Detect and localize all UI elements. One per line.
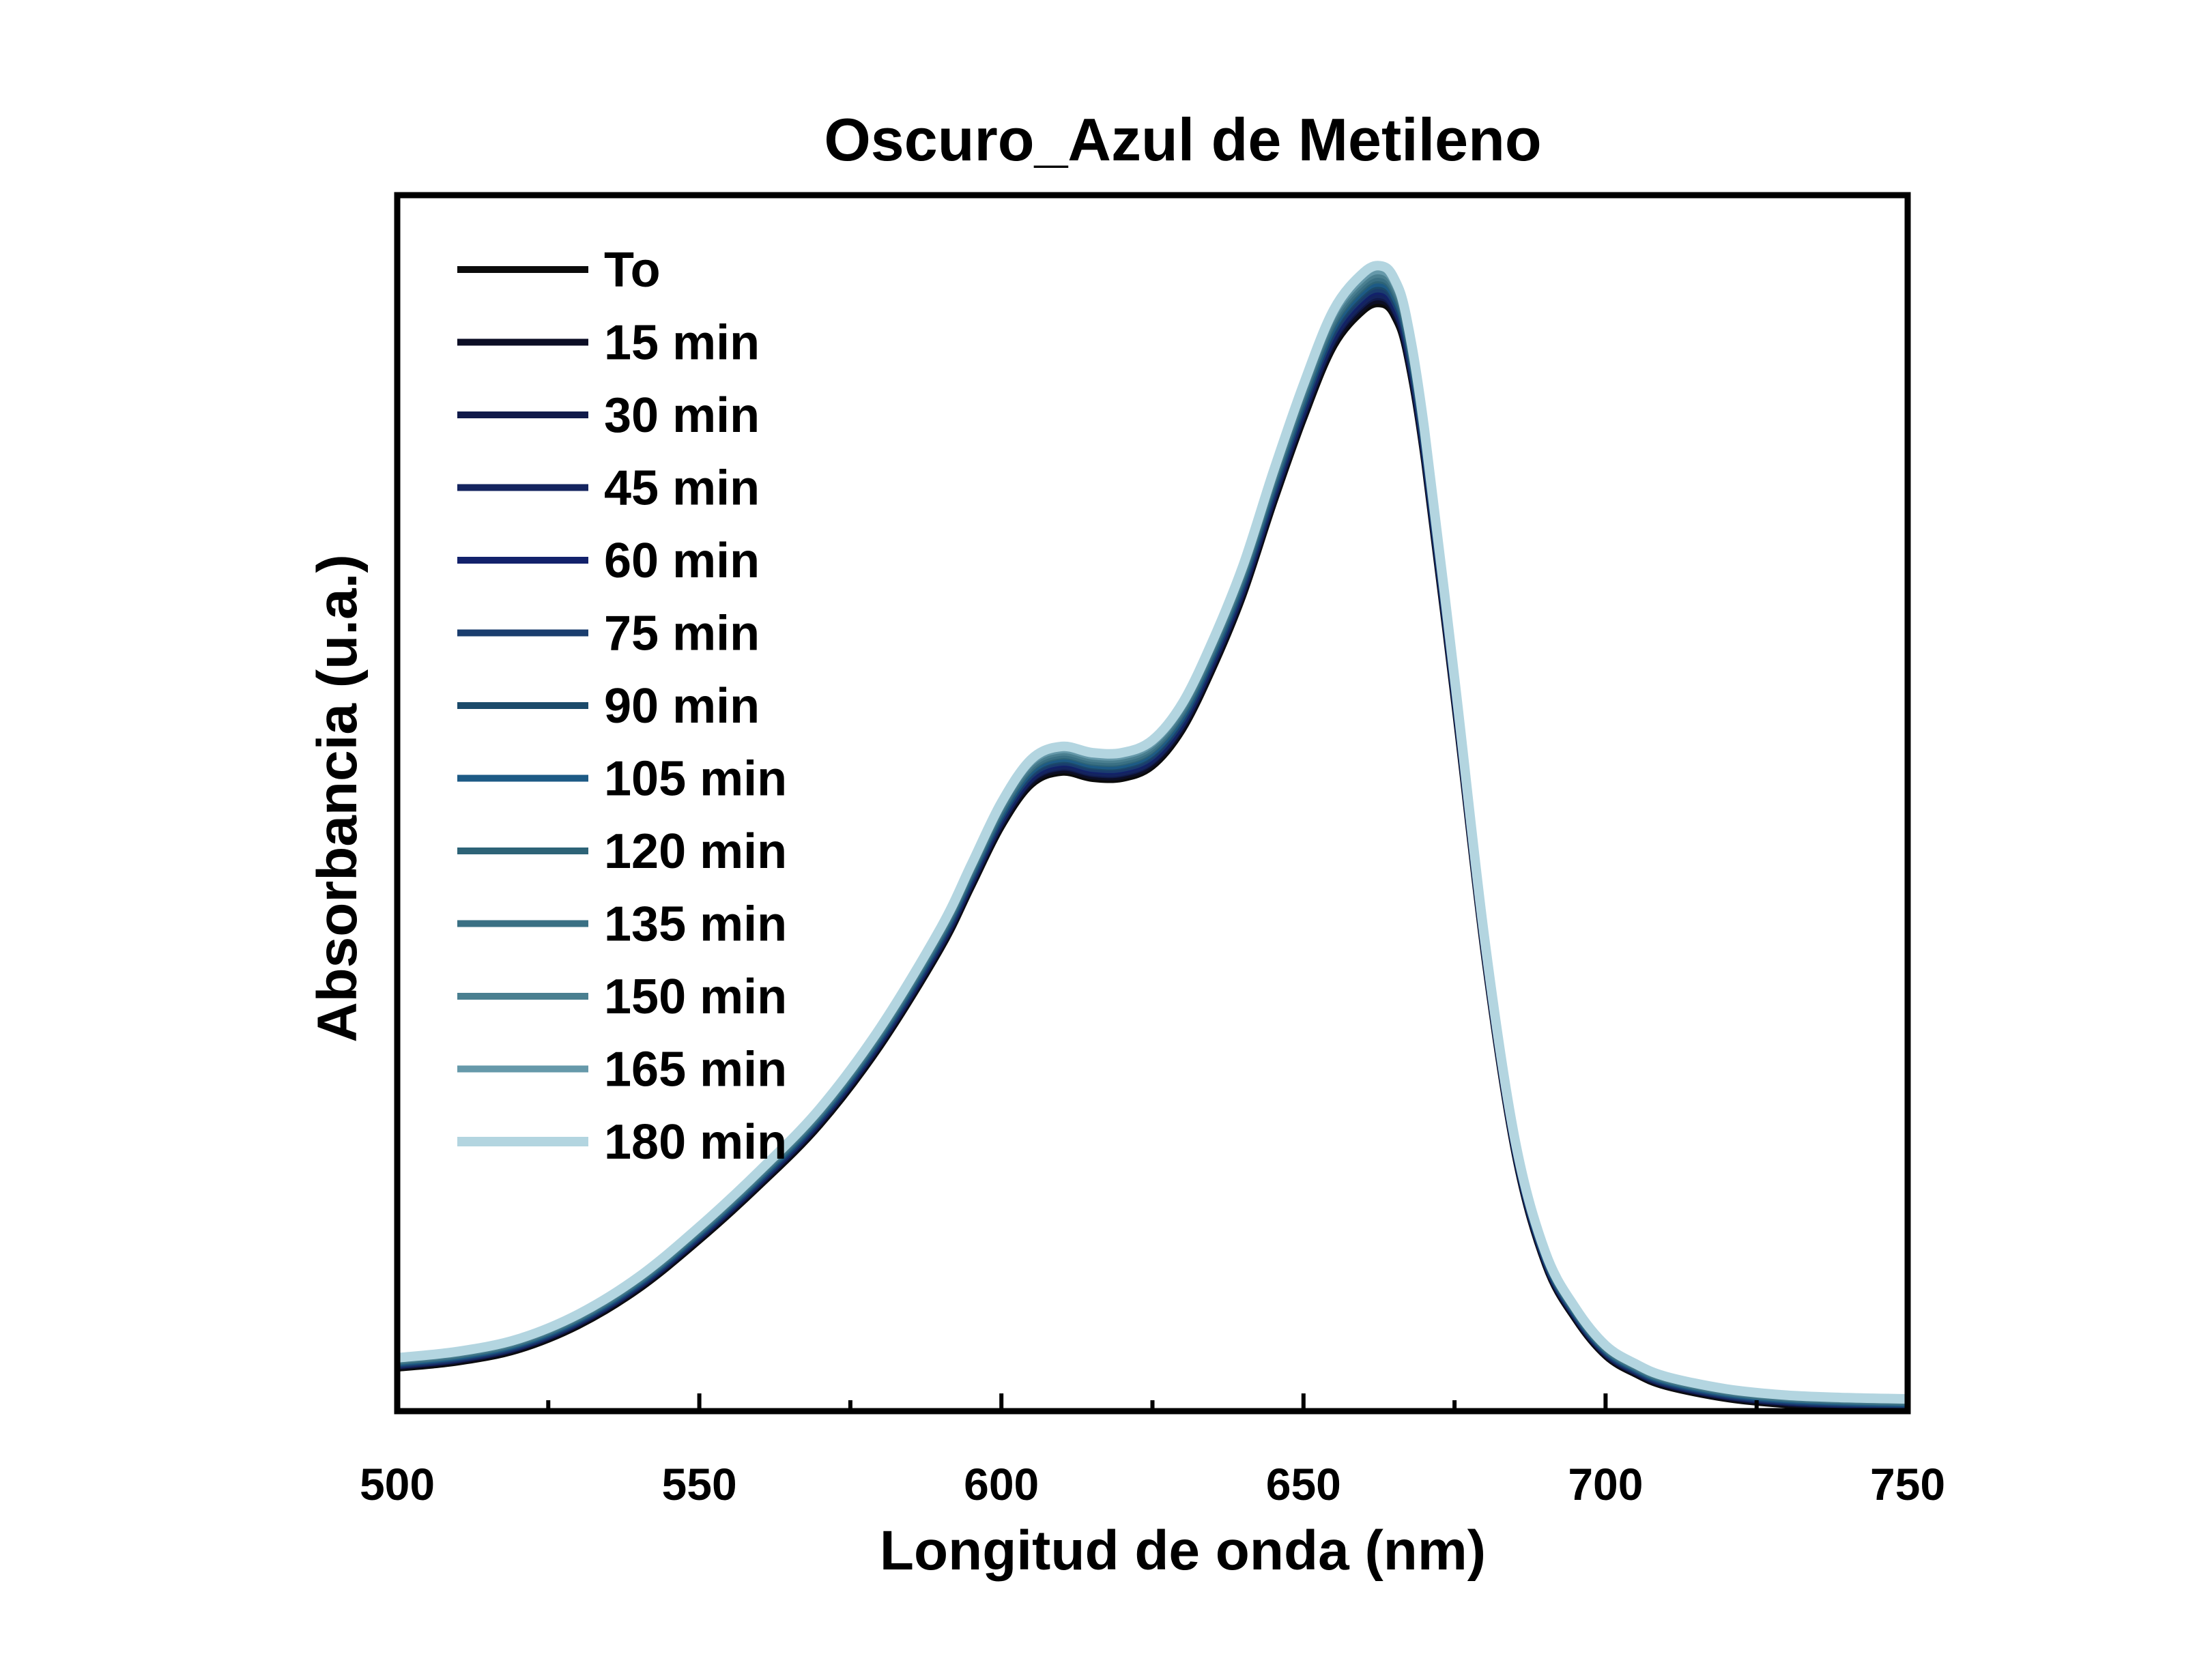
legend-label: 60 min — [604, 534, 760, 588]
legend-label: 15 min — [604, 316, 760, 371]
x-tick-label: 700 — [1568, 1459, 1643, 1509]
legend-label: 135 min — [604, 897, 787, 952]
legend-label: 180 min — [604, 1115, 787, 1170]
x-axis-tick-labels: 500 550 600 650 700 750 — [360, 1459, 1945, 1509]
legend-label: 75 min — [604, 607, 760, 661]
x-tick-label: 550 — [662, 1459, 737, 1509]
x-tick-label: 600 — [964, 1459, 1039, 1509]
legend-label: 90 min — [604, 679, 760, 734]
legend-label: 105 min — [604, 752, 787, 807]
x-tick-label: 750 — [1870, 1459, 1945, 1509]
x-tick-label: 650 — [1266, 1459, 1341, 1509]
x-tick-label: 500 — [360, 1459, 435, 1509]
legend-label: 150 min — [604, 970, 787, 1024]
legend-label: 30 min — [604, 388, 760, 443]
y-axis-label: Absorbancia (u.a.) — [306, 554, 369, 1042]
legend-label: 45 min — [604, 461, 760, 516]
legend-label: 165 min — [604, 1043, 787, 1097]
legend-label: To — [604, 243, 661, 298]
legend-label: 120 min — [604, 824, 787, 879]
legend: To 15 min 30 min 45 min 60 min 75 min 90 min 10… — [457, 243, 787, 1170]
x-axis-label: Longitud de onda (nm) — [880, 1520, 1486, 1582]
chart-title: Oscuro_Azul de Metileno — [824, 106, 1541, 173]
